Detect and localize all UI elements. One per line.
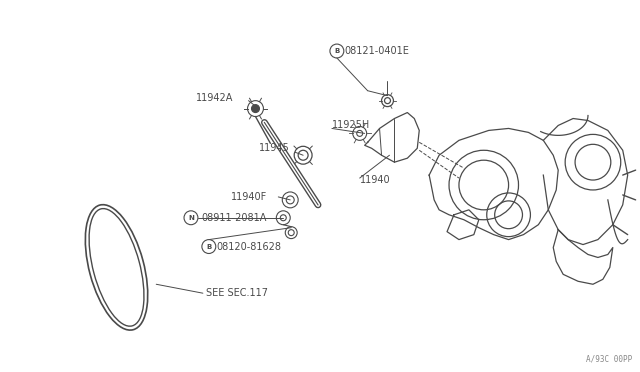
Text: B: B — [206, 244, 211, 250]
Circle shape — [252, 105, 259, 113]
Text: 11940F: 11940F — [230, 192, 267, 202]
Text: 11942A: 11942A — [196, 93, 234, 103]
Text: A/93C 00PP: A/93C 00PP — [586, 355, 633, 364]
Text: 08121-0401E: 08121-0401E — [345, 46, 410, 56]
Text: 08911-2081A: 08911-2081A — [201, 213, 266, 223]
Text: SEE SEC.117: SEE SEC.117 — [206, 288, 268, 298]
Text: 11925H: 11925H — [332, 121, 370, 131]
Text: 11940: 11940 — [360, 175, 390, 185]
Text: 11945: 11945 — [259, 143, 289, 153]
Text: N: N — [188, 215, 194, 221]
Text: 08120-81628: 08120-81628 — [217, 241, 282, 251]
Text: B: B — [334, 48, 339, 54]
